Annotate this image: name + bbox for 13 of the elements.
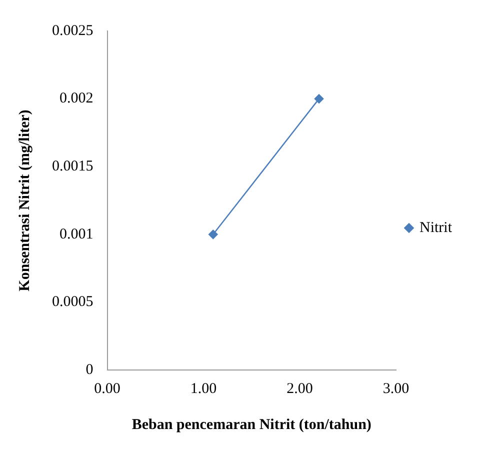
- x-axis-title: Beban pencemaran Nitrit (ton/tahun): [132, 416, 372, 433]
- y-axis-title: Konsentrasi Nitrit (mg/liter): [16, 110, 33, 292]
- x-tick-label: 2.00: [286, 380, 313, 397]
- y-tick-label: 0.0015: [52, 158, 94, 175]
- y-tick-label: 0.0005: [52, 294, 94, 310]
- y-tick-label: 0.001: [60, 226, 94, 242]
- y-tick-label: 0.002: [60, 90, 94, 107]
- y-tick-label: 0.0025: [52, 22, 94, 39]
- x-tick-label: 0.00: [94, 380, 120, 397]
- x-tick-label: 3.00: [382, 380, 410, 397]
- y-tick-label: 0: [86, 362, 94, 378]
- legend-label: Nitrit: [420, 220, 453, 236]
- x-tick-label: 1.00: [190, 380, 217, 397]
